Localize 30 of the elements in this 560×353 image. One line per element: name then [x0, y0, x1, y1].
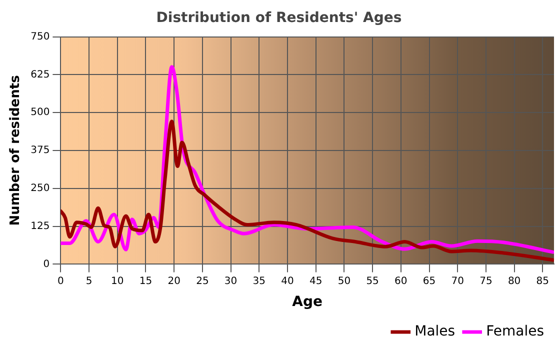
x-tick-label: 40 [281, 276, 294, 287]
y-axis-title: Number of residents [8, 74, 24, 226]
legend-label: Males [414, 324, 456, 340]
x-tick-label: 65 [422, 276, 436, 287]
x-tick-label: 80 [508, 276, 521, 287]
x-tick-label: 0 [58, 276, 64, 287]
x-tick-label: 5 [86, 276, 92, 287]
x-tick-label: 25 [196, 276, 209, 287]
y-tick-label: 250 [30, 182, 50, 194]
x-tick-label: 35 [252, 276, 266, 287]
x-tick-label: 20 [168, 276, 180, 287]
x-tick-label: 75 [480, 276, 492, 287]
y-tick-label: 625 [30, 69, 50, 80]
x-tick-label: 55 [366, 276, 379, 287]
x-tick-label: 30 [224, 276, 238, 287]
x-tick-label: 15 [139, 276, 152, 287]
legend-label: Females [486, 324, 544, 340]
y-tick-label: 500 [30, 107, 50, 118]
x-tick-label: 70 [451, 276, 464, 287]
x-tick-label: 10 [111, 276, 124, 287]
y-tick-label: 375 [30, 145, 50, 156]
x-tick-label: 60 [394, 276, 408, 287]
chart-title: Distribution of Residents' Ages [156, 10, 402, 26]
x-tick-label: 85 [536, 276, 550, 287]
y-tick-label: 750 [30, 31, 50, 42]
y-tick-label: 0 [43, 258, 50, 270]
x-axis-title: Age [292, 294, 323, 310]
y-tick-label: 125 [30, 220, 50, 232]
x-tick-label: 45 [309, 276, 322, 287]
x-tick-label: 50 [338, 276, 351, 287]
